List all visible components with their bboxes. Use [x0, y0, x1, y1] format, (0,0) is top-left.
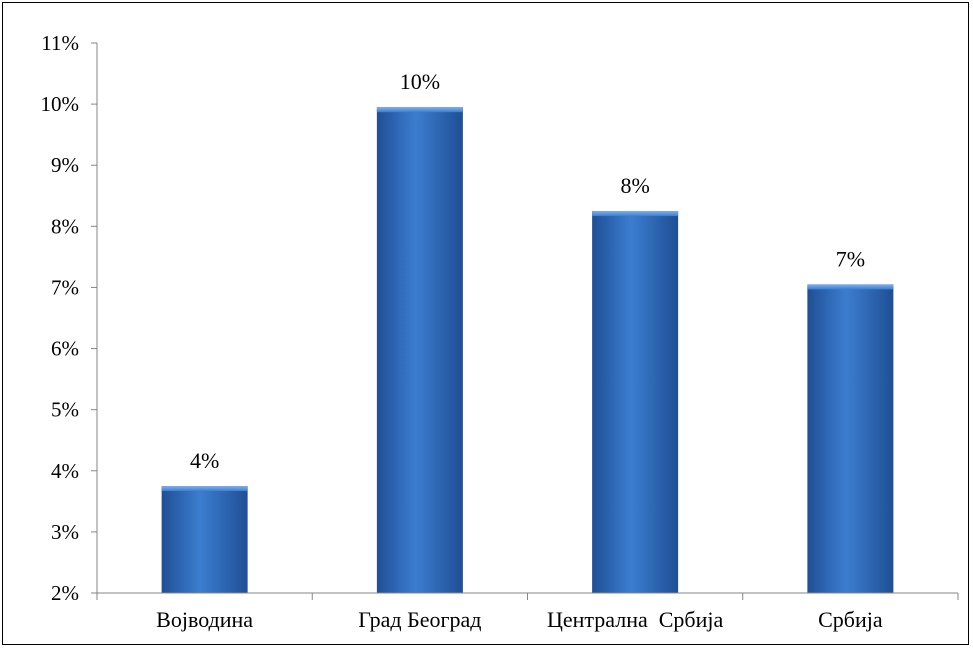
bar-cap [592, 211, 679, 217]
y-tick-label: 3% [51, 520, 79, 544]
data-label: 4% [190, 448, 219, 473]
y-tick-label: 9% [51, 153, 79, 177]
y-tick-label: 2% [51, 581, 79, 605]
y-tick-label: 8% [51, 214, 79, 238]
bar [807, 284, 894, 593]
bars-layer [161, 107, 894, 594]
bar-chart: 2% 3% 4% 5% 6% 7% 8% 9% 10% 11% 4% Војводина 10% Град… [41, 31, 959, 632]
y-tick-label: 10% [41, 92, 80, 116]
labels-layer: 2% 3% 4% 5% 6% 7% 8% 9% 10% 11% 4% Војводина 10% Град… [41, 31, 883, 632]
data-label: 7% [836, 246, 865, 271]
bar-cap [376, 107, 463, 113]
bar [161, 486, 248, 593]
bar-cap [161, 486, 248, 492]
y-tick-label: 4% [51, 459, 79, 483]
y-tick-label: 11% [41, 31, 79, 55]
y-tick-label: 5% [51, 398, 79, 422]
x-category-label: Војводина [156, 607, 253, 632]
axes-layer [91, 42, 959, 600]
bar [376, 107, 463, 594]
x-category-label: Град Београд [358, 607, 481, 632]
x-category-label: Србија [818, 607, 883, 632]
bar [592, 211, 679, 594]
y-tick-label: 6% [51, 337, 79, 361]
data-label: 10% [400, 69, 440, 94]
data-label: 8% [620, 173, 649, 198]
y-tick-label: 7% [51, 275, 79, 299]
x-category-label: Централна Србија [547, 607, 724, 632]
bar-cap [807, 284, 894, 290]
